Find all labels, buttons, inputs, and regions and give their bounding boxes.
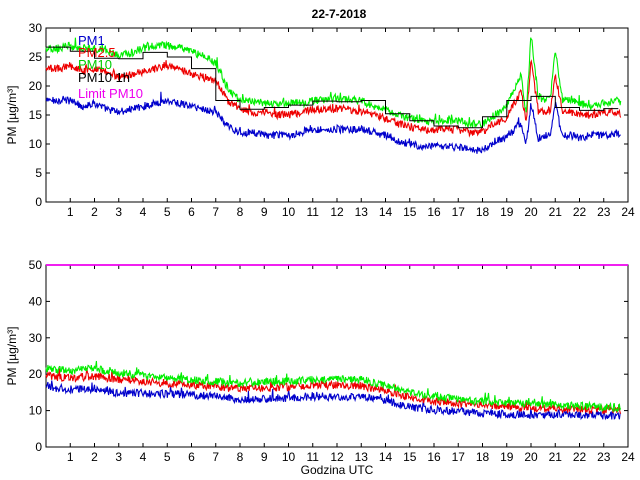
x-tick-label: 12 [330, 205, 344, 219]
x-tick-label: 3 [115, 450, 122, 464]
y-tick-label: 25 [29, 50, 43, 64]
x-tick-label: 1 [67, 450, 74, 464]
x-tick-label: 19 [500, 450, 514, 464]
y-tick-label: 20 [29, 79, 43, 93]
x-tick-label: 4 [140, 205, 147, 219]
x-tick-label: 18 [476, 205, 490, 219]
x-tick-label: 12 [330, 450, 344, 464]
series-top [45, 37, 622, 154]
x-tick-label: 6 [188, 450, 195, 464]
x-tick-label: 2 [91, 205, 98, 219]
y-tick-label: 0 [35, 195, 42, 209]
x-tick-label: 5 [164, 450, 171, 464]
x-tick-label: 17 [452, 205, 466, 219]
series-line-pm10-top [45, 37, 622, 128]
x-tick-label: 7 [212, 450, 219, 464]
y-axis-label-bottom: PM [µg/m³] [5, 327, 19, 386]
legend-entry-pm1: PM1 [78, 33, 105, 48]
x-tick-label: 16 [427, 205, 441, 219]
x-tick-label: 15 [403, 450, 417, 464]
x-tick-label: 13 [355, 205, 369, 219]
x-axis-label: Godzina UTC [301, 463, 374, 477]
panel-bottom-chart: 1 2 3 4 5 6 7 8 9 10 11 12 13 14 15 16 17 18 19 20 21 22 23 240… [5, 258, 635, 477]
x-tick-label: 10 [282, 205, 296, 219]
x-tick-label: 20 [524, 205, 538, 219]
x-tick-label: 1 [67, 205, 74, 219]
x-tick-label: 20 [524, 450, 538, 464]
x-tick-label: 23 [597, 450, 611, 464]
x-tick-label: 16 [427, 450, 441, 464]
x-tick-label: 22 [573, 450, 587, 464]
y-tick-label: 10 [29, 137, 43, 151]
y-tick-label: 5 [35, 166, 42, 180]
legend-entry-pm2-5: PM2.5 [78, 45, 116, 60]
series-line-pm10-1h-top [46, 46, 619, 129]
x-tick-label: 24 [621, 450, 635, 464]
legend-entry-limit-pm10: Limit PM10 [78, 86, 143, 101]
y-tick-label: 30 [29, 331, 43, 345]
x-tick-label: 8 [237, 450, 244, 464]
x-tick-label: 21 [549, 450, 563, 464]
x-tick-label: 5 [164, 205, 171, 219]
x-tick-label: 3 [115, 205, 122, 219]
axis-ticks-top: 1 2 3 4 5 6 7 8 9 10 11 12 13 14 15 16 17 18 19 20 21 22 23 240… [29, 21, 635, 219]
series-line-pm1-top [45, 91, 621, 154]
x-tick-label: 7 [212, 205, 219, 219]
y-tick-label: 40 [29, 294, 43, 308]
series-bottom [45, 264, 628, 421]
x-tick-label: 22 [573, 205, 587, 219]
y-tick-label: 10 [29, 404, 43, 418]
x-tick-label: 9 [261, 205, 268, 219]
y-tick-label: 0 [35, 440, 42, 454]
x-tick-label: 17 [452, 450, 466, 464]
x-tick-label: 24 [621, 205, 635, 219]
x-tick-label: 21 [549, 205, 563, 219]
y-tick-label: 30 [29, 21, 43, 35]
y-tick-label: 15 [29, 108, 43, 122]
series-line-pm1-bottom [45, 380, 621, 421]
x-tick-label: 11 [307, 450, 320, 464]
legend-entry-pm10: PM10 [78, 57, 112, 72]
y-axis-label-top: PM [µg/m³] [5, 86, 19, 145]
series-line-pm10-bottom [45, 360, 622, 413]
y-tick-label: 20 [29, 367, 43, 381]
x-tick-label: 6 [188, 205, 195, 219]
panel-top-chart: 22-7-2018 1 2 3 4 5 6 7 8 9 10 11 12 13 14 15 16 17 18 19 2… [5, 7, 635, 219]
x-tick-label: 23 [597, 205, 611, 219]
x-tick-label: 13 [355, 450, 369, 464]
x-tick-label: 8 [237, 205, 244, 219]
chart-title: 22-7-2018 [312, 7, 367, 21]
x-tick-label: 2 [91, 450, 98, 464]
series-line-pm2-5-top [45, 59, 622, 138]
legend-entry-pm10-1h: PM10 1h [78, 70, 130, 85]
x-tick-label: 18 [476, 450, 490, 464]
x-tick-label: 14 [379, 450, 393, 464]
x-tick-label: 9 [261, 450, 268, 464]
x-tick-label: 14 [379, 205, 393, 219]
x-tick-label: 4 [140, 450, 147, 464]
x-tick-label: 19 [500, 205, 514, 219]
x-tick-label: 10 [282, 450, 296, 464]
y-tick-label: 50 [29, 258, 43, 272]
x-tick-label: 11 [307, 205, 320, 219]
x-tick-label: 15 [403, 205, 417, 219]
